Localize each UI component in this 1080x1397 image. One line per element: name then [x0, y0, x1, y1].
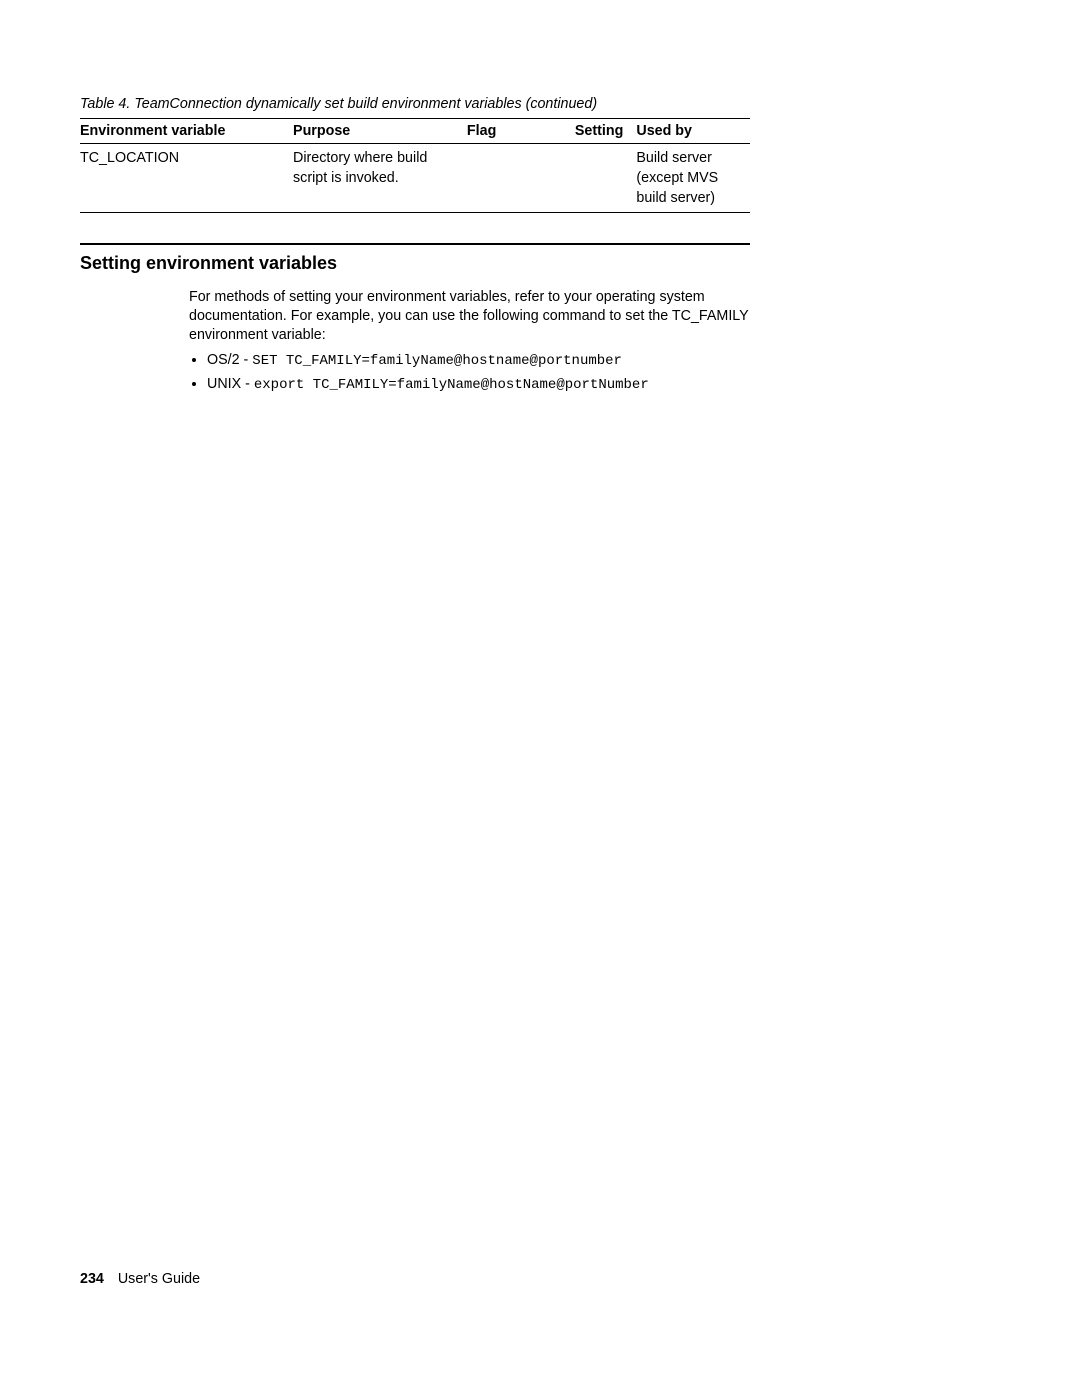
page-footer: 234 User's Guide	[80, 1271, 200, 1287]
example-list: OS/2 - SET TC_FAMILY=familyName@hostname…	[189, 350, 750, 396]
list-item: OS/2 - SET TC_FAMILY=familyName@hostname…	[207, 350, 750, 372]
td-env: TC_LOCATION	[80, 143, 293, 212]
table-row: TC_LOCATION Directory where build script…	[80, 143, 750, 212]
doc-title: User's Guide	[118, 1271, 200, 1287]
section-body: For methods of setting your environment …	[189, 288, 750, 396]
section-intro: For methods of setting your environment …	[189, 288, 750, 346]
th-purpose: Purpose	[293, 118, 467, 143]
example-code: export TC_FAMILY=familyName@hostName@por…	[254, 377, 649, 393]
td-setting	[575, 143, 637, 212]
th-setting: Setting	[575, 118, 637, 143]
th-env: Environment variable	[80, 118, 293, 143]
list-item: UNIX - export TC_FAMILY=familyName@hostN…	[207, 374, 750, 396]
page: Table 4. TeamConnection dynamically set …	[0, 0, 1080, 1397]
env-var-table: Environment variable Purpose Flag Settin…	[80, 118, 750, 213]
section-heading: Setting environment variables	[80, 253, 750, 274]
example-label: OS/2 -	[207, 352, 252, 368]
table-header-row: Environment variable Purpose Flag Settin…	[80, 118, 750, 143]
td-usedby: Build server (except MVS build server)	[636, 143, 750, 212]
th-flag: Flag	[467, 118, 575, 143]
content-area: Table 4. TeamConnection dynamically set …	[80, 95, 750, 396]
section-rule	[80, 243, 750, 245]
example-code: SET TC_FAMILY=familyName@hostname@portnu…	[252, 353, 622, 369]
example-label: UNIX -	[207, 376, 254, 392]
td-purpose: Directory where build script is invoked.	[293, 143, 467, 212]
td-flag	[467, 143, 575, 212]
page-number: 234	[80, 1271, 104, 1287]
th-usedby: Used by	[636, 118, 750, 143]
table-caption: Table 4. TeamConnection dynamically set …	[80, 95, 750, 114]
